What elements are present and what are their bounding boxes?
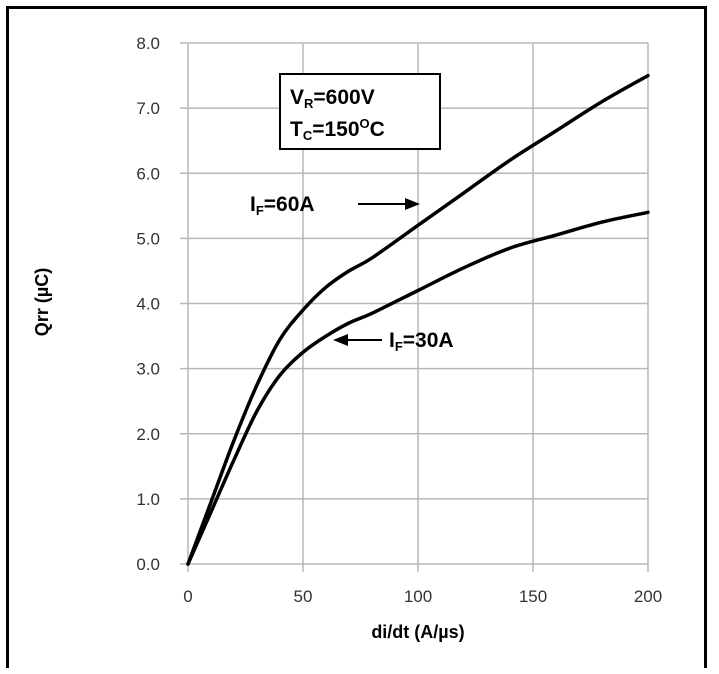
series-label-60a: IF=60A	[250, 193, 315, 218]
y-tick-label: 5.0	[136, 229, 160, 248]
series-line-30a	[186, 210, 650, 566]
y-tick-label: 1.0	[136, 490, 160, 509]
x-tick-label: 150	[519, 587, 547, 606]
tick-labels: 0.0 1.0 2.0 3.0 4.0 5.0 6.0 7.0 8.0 0 50 100 150 200	[136, 34, 662, 606]
arrow-60a	[358, 198, 420, 210]
vr-condition: VR=600V	[290, 86, 375, 111]
x-tick-label: 200	[634, 587, 662, 606]
y-tick-label: 3.0	[136, 360, 160, 379]
conditions-box	[279, 73, 441, 150]
y-tick-label: 2.0	[136, 425, 160, 444]
tc-condition: TC=150OC	[290, 116, 385, 143]
y-tick-label: 4.0	[136, 295, 160, 314]
series-line-60a	[186, 73, 650, 566]
x-tick-label: 100	[404, 587, 432, 606]
y-axis-title: Qrr (µC)	[32, 268, 52, 336]
x-axis-title: di/dt (A/µs)	[371, 622, 464, 642]
y-tick-label: 8.0	[136, 34, 160, 53]
series-lines	[186, 73, 650, 566]
y-tick-label: 6.0	[136, 164, 160, 183]
x-tick-label: 50	[294, 587, 313, 606]
y-tick-label: 7.0	[136, 99, 160, 118]
arrow-30a	[333, 334, 382, 346]
series-label-30a: IF=30A	[389, 329, 454, 354]
x-tick-label: 0	[183, 587, 192, 606]
y-tick-label: 0.0	[136, 555, 160, 574]
